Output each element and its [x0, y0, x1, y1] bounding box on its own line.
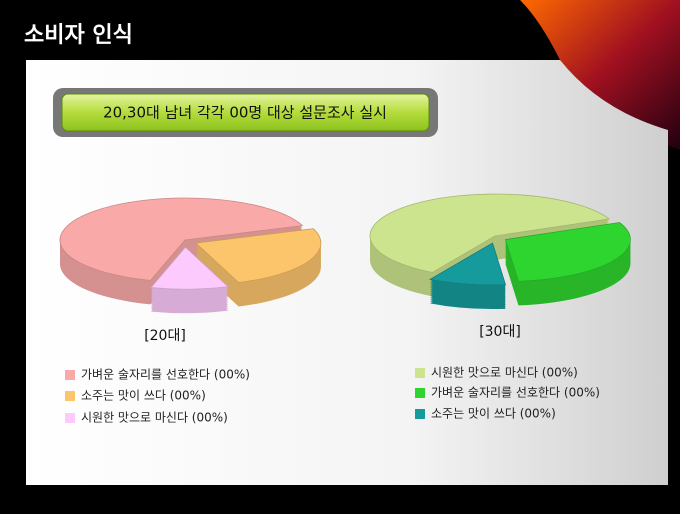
- slide-title: 소비자 인식: [24, 23, 133, 48]
- banner-text: 20,30대 남녀 각각 00명 대상 설문조사 실시: [103, 104, 387, 122]
- legend-marker: [65, 391, 75, 401]
- legend-marker: [65, 370, 75, 380]
- pie-slice: [504, 222, 631, 282]
- content-panel: [26, 60, 668, 485]
- corner-decoration: [520, 0, 680, 150]
- pie-slice: [59, 197, 304, 281]
- legend-label: 가벼운 술자리를 선호한다 (00%): [431, 386, 600, 400]
- legend-label: 시원한 맛으로 마신다 (00%): [431, 366, 578, 380]
- legend-marker: [65, 413, 75, 423]
- legend-label: 소주는 맛이 쓰다 (00%): [431, 407, 556, 421]
- legend-label: 시원한 맛으로 마신다 (00%): [81, 411, 228, 425]
- chart-title: [30대]: [479, 324, 521, 340]
- legend-marker: [415, 368, 425, 378]
- chart-title: [20대]: [144, 328, 186, 344]
- legend-label: 가벼운 술자리를 선호한다 (00%): [81, 368, 250, 382]
- pie-slice: [194, 228, 322, 283]
- legend-label: 소주는 맛이 쓰다 (00%): [81, 389, 206, 403]
- legend-marker: [415, 388, 425, 398]
- pie-slice: [428, 242, 507, 286]
- pie-slice: [369, 193, 611, 273]
- legend-marker: [415, 409, 425, 419]
- pie-slice: [150, 246, 230, 290]
- banner: [61, 93, 430, 132]
